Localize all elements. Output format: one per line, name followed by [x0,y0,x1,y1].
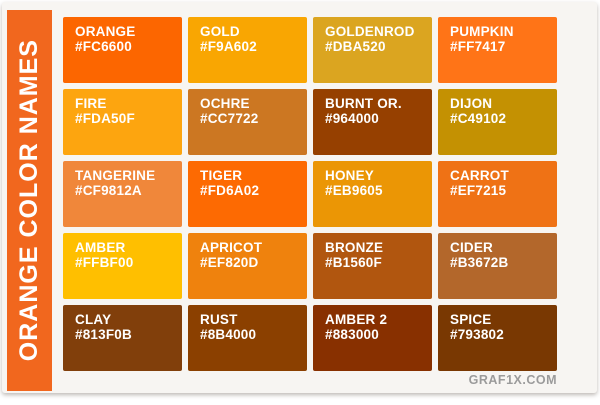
color-swatch-spice: SPICE #793802 [438,305,557,371]
swatch-name: BRONZE [325,240,384,255]
swatch-name: CARROT [450,168,509,183]
swatch-name: ORANGE [75,24,136,39]
color-swatch-bronze: BRONZE #B1560F [313,233,432,299]
swatch-hex: #FFBF00 [75,255,134,270]
color-swatch-cider: CIDER #B3672B [438,233,557,299]
swatch-name: GOLDENROD [325,24,415,39]
color-swatch-tiger: TIGER #FD6A02 [188,161,307,227]
swatch-name: RUST [200,312,238,327]
vertical-title-bar: ORANGE COLOR NAMES [7,10,52,391]
color-swatch-gold: GOLD #F9A602 [188,17,307,83]
color-swatch-carrot: CARROT #EF7215 [438,161,557,227]
swatch-hex: #EF820D [200,255,259,270]
swatch-name: APRICOT [200,240,263,255]
swatch-hex: #C49102 [450,111,507,126]
swatch-name: PUMPKIN [450,24,514,39]
swatch-hex: #EF7215 [450,183,507,198]
swatch-name: SPICE [450,312,492,327]
color-swatch-tangerine: TANGERINE #CF9812A [63,161,182,227]
swatch-hex: #DBA520 [325,39,386,54]
color-swatch-honey: HONEY #EB9605 [313,161,432,227]
swatch-name: CIDER [450,240,494,255]
swatch-hex: #FF7417 [450,39,506,54]
swatch-name: AMBER 2 [325,312,388,327]
swatch-hex: #EB9605 [325,183,383,198]
color-swatch-ochre: OCHRE #CC7722 [188,89,307,155]
color-swatch-orange: ORANGE #FC6600 [63,17,182,83]
swatch-hex: #CF9812A [75,183,142,198]
color-swatch-burnt-orange: BURNT OR. #964000 [313,89,432,155]
color-swatch-pumpkin: PUMPKIN #FF7417 [438,17,557,83]
color-swatch-fire: FIRE #FDA50F [63,89,182,155]
swatch-hex: #813F0B [75,327,132,342]
swatch-hex: #FDA50F [75,111,135,126]
swatch-name: CLAY [75,312,112,327]
swatch-hex: #B3672B [450,255,509,270]
color-swatch-amber: AMBER #FFBF00 [63,233,182,299]
color-swatch-apricot: APRICOT #EF820D [188,233,307,299]
swatch-name: DIJON [450,96,493,111]
swatch-name: TANGERINE [75,168,156,183]
swatch-name: GOLD [200,24,240,39]
swatch-hex: #FD6A02 [200,183,260,198]
swatch-name: HONEY [325,168,375,183]
swatch-hex: #793802 [450,327,504,342]
color-swatch-dijon: DIJON #C49102 [438,89,557,155]
swatch-grid: ORANGE #FC6600 GOLD #F9A602 GOLDENROD #D… [63,17,557,371]
page-title: ORANGE COLOR NAMES [15,39,43,362]
graf1x-watermark: GRAF1X.COM [468,373,557,387]
swatch-name: BURNT OR. [325,96,402,111]
color-swatch-amber-2: AMBER 2 #883000 [313,305,432,371]
swatch-name: TIGER [200,168,243,183]
swatch-name: AMBER [75,240,126,255]
swatch-hex: #964000 [325,111,379,126]
swatch-hex: #CC7722 [200,111,259,126]
color-swatch-clay: CLAY #813F0B [63,305,182,371]
swatch-hex: #B1560F [325,255,382,270]
swatch-hex: #8B4000 [200,327,257,342]
color-swatch-goldenrod: GOLDENROD #DBA520 [313,17,432,83]
swatch-name: FIRE [75,96,107,111]
swatch-hex: #FC6600 [75,39,132,54]
swatch-hex: #F9A602 [200,39,257,54]
swatch-hex: #883000 [325,327,379,342]
color-swatch-rust: RUST #8B4000 [188,305,307,371]
swatch-name: OCHRE [200,96,250,111]
